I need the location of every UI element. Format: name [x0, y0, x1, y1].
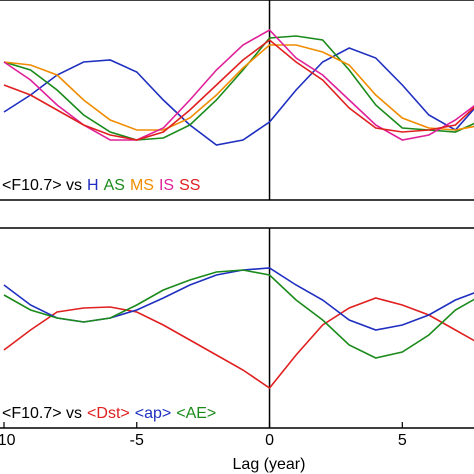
x-axis-label: Lag (year) — [233, 456, 306, 473]
legend-entry: <Dst> — [87, 405, 130, 422]
series-line — [3, 35, 474, 141]
x-tick-label: 0 — [265, 432, 274, 449]
panel-frame — [0, 0, 474, 201]
legend-prefix: <F10.7> vs — [2, 405, 82, 422]
legend-entry: <ap> — [135, 405, 171, 422]
legend-prefix: <F10.7> vs — [2, 177, 82, 194]
legend-entry: IS — [159, 177, 174, 194]
panel-frame — [0, 227, 474, 429]
plot-area — [3, 228, 474, 428]
legend-entry: AS — [104, 177, 125, 194]
series-line — [3, 269, 474, 359]
series-line — [3, 28, 474, 141]
series-line — [3, 44, 474, 131]
legend: <F10.7> vs <Dst> <ap> <AE> — [2, 405, 216, 422]
x-tick-label: -5 — [130, 432, 144, 449]
legend-entry: <AE> — [176, 405, 216, 422]
legend-entry: H — [87, 177, 99, 194]
legend: <F10.7> vs H AS MS IS SS — [2, 177, 200, 194]
series-line — [3, 47, 474, 146]
series-line — [3, 38, 474, 141]
x-tick-label: 5 — [398, 432, 407, 449]
legend-entry: SS — [179, 177, 200, 194]
series-line — [3, 297, 474, 390]
legend-entry: MS — [130, 177, 154, 194]
x-tick-label: -10 — [0, 432, 16, 449]
plot-area — [3, 0, 474, 200]
